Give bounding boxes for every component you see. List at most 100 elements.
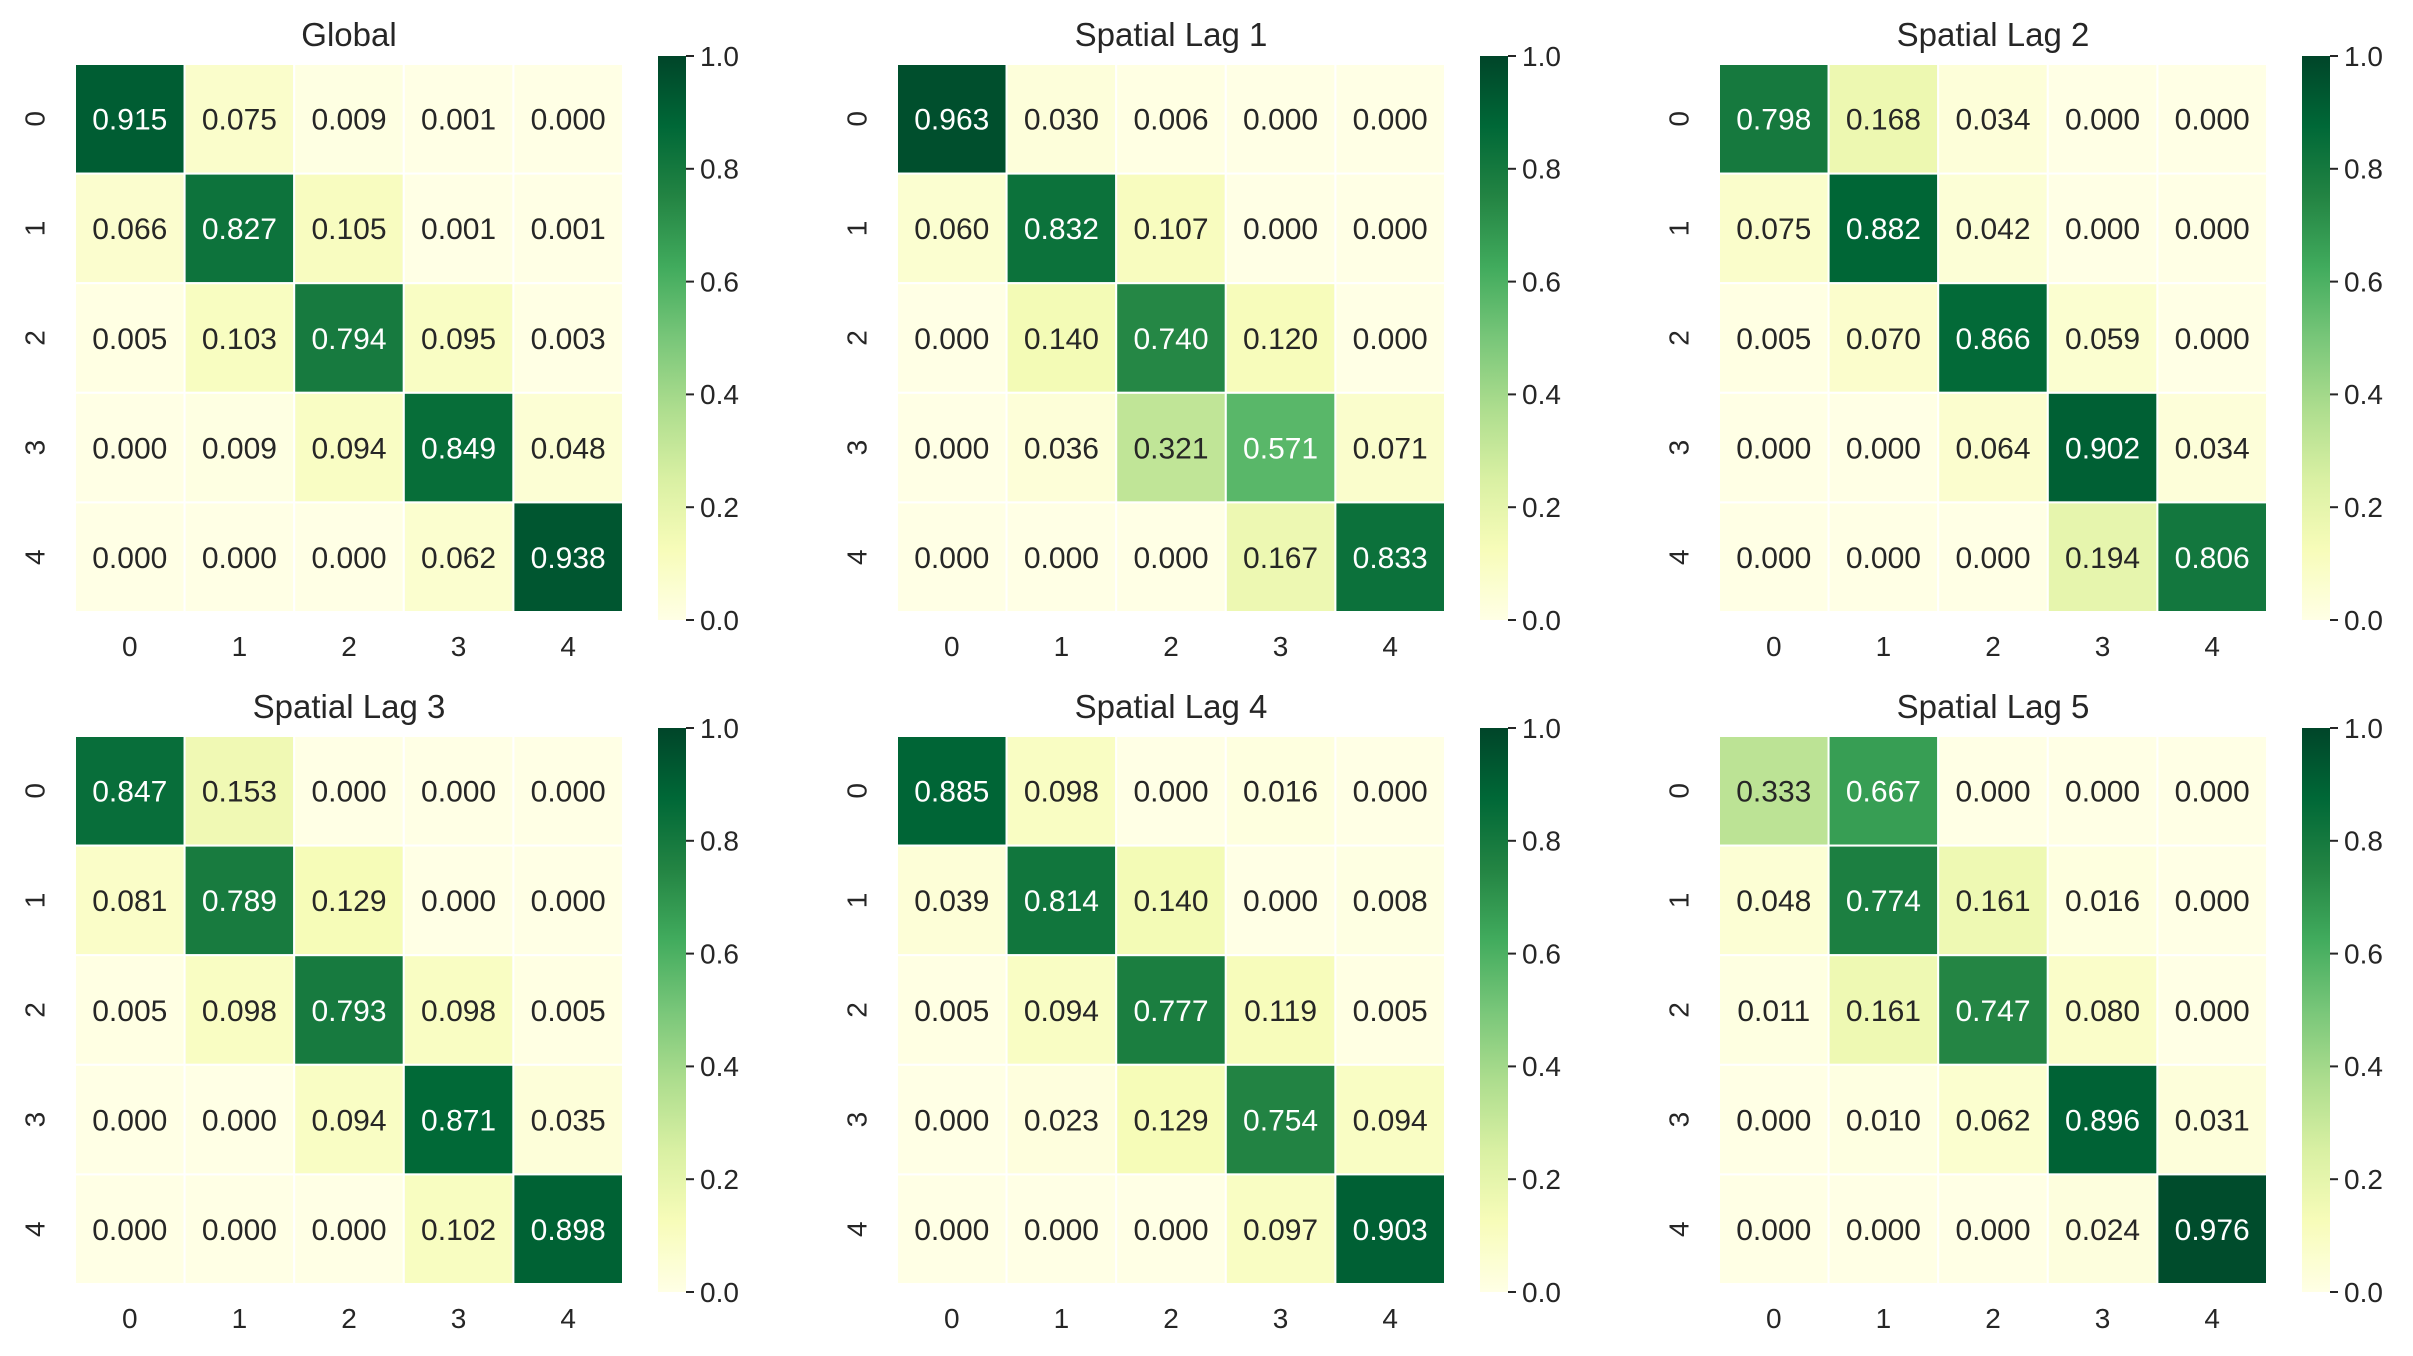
heatmap-cell bbox=[1937, 391, 2049, 504]
heatmap-cell bbox=[1115, 1173, 1227, 1286]
cell-value-label: 0.963 bbox=[914, 104, 989, 137]
cell-value-label: 0.847 bbox=[92, 776, 167, 809]
heatmap-cell bbox=[1334, 844, 1447, 957]
cell-value-label: 0.064 bbox=[1955, 432, 2030, 465]
cell-value-label: 0.075 bbox=[202, 104, 277, 137]
cell-value-label: 0.740 bbox=[1133, 323, 1208, 356]
heatmap-cell bbox=[402, 735, 515, 847]
heatmap-cell bbox=[74, 172, 186, 285]
heatmap-cell bbox=[1334, 172, 1447, 285]
cell-value-label: 0.806 bbox=[2175, 542, 2250, 575]
cell-value-label: 0.009 bbox=[311, 104, 386, 137]
heatmap-cell bbox=[2046, 282, 2159, 394]
heatmap-cell bbox=[1937, 735, 2049, 847]
cell-value-label: 0.000 bbox=[1243, 885, 1318, 918]
heatmap-cell bbox=[512, 844, 625, 957]
colorbar bbox=[2302, 728, 2330, 1292]
colorbar-tick-label: 1.0 bbox=[2344, 713, 2383, 744]
cell-value-label: 0.754 bbox=[1243, 1104, 1318, 1137]
heatmap-cell bbox=[1115, 735, 1227, 847]
cell-value-label: 0.000 bbox=[311, 542, 386, 575]
y-tick-label: 3 bbox=[841, 1112, 872, 1128]
heatmap-cell bbox=[1115, 282, 1227, 394]
panel-title: Spatial Lag 1 bbox=[1075, 16, 1268, 53]
y-tick-label: 1 bbox=[1663, 221, 1694, 237]
x-tick-label: 0 bbox=[122, 631, 138, 662]
y-tick-label: 4 bbox=[841, 549, 872, 565]
colorbar-tick-label: 0.0 bbox=[1522, 1277, 1561, 1308]
x-tick-label: 1 bbox=[1876, 631, 1892, 662]
cell-value-label: 0.048 bbox=[1736, 885, 1811, 918]
heatmap-cell bbox=[1224, 1173, 1337, 1286]
cell-value-label: 0.000 bbox=[421, 776, 496, 809]
y-tick-label: 1 bbox=[1663, 893, 1694, 909]
y-tick-label: 4 bbox=[1663, 1221, 1694, 1237]
heatmap-cell bbox=[1334, 954, 1447, 1066]
cell-value-label: 0.140 bbox=[1024, 323, 1099, 356]
cell-value-label: 0.094 bbox=[311, 1104, 386, 1137]
colorbar bbox=[658, 56, 686, 620]
colorbar-tick-label: 0.6 bbox=[700, 266, 739, 297]
cell-value-label: 0.000 bbox=[1243, 104, 1318, 137]
heatmap-cell bbox=[183, 735, 296, 847]
cell-value-label: 0.774 bbox=[1846, 885, 1921, 918]
cell-value-label: 0.161 bbox=[1955, 885, 2030, 918]
colorbar-tick-label: 0.8 bbox=[1522, 154, 1561, 185]
heatmap-cell bbox=[896, 501, 1008, 613]
x-tick-label: 1 bbox=[1876, 1303, 1892, 1334]
y-tick-label: 3 bbox=[19, 440, 50, 456]
x-tick-label: 3 bbox=[1273, 631, 1289, 662]
heatmap-cell bbox=[1827, 501, 1940, 613]
cell-value-label: 0.000 bbox=[914, 542, 989, 575]
heatmap-panel-5: Spatial Lag 40.885 0.098 0.000 0.016 0.0000.… bbox=[841, 688, 1561, 1334]
cell-value-label: 0.005 bbox=[1353, 995, 1428, 1028]
cell-value-label: 0.008 bbox=[1353, 885, 1428, 918]
heatmap-cell bbox=[1334, 282, 1447, 394]
x-tick-label: 1 bbox=[232, 631, 248, 662]
heatmap-cell bbox=[1937, 501, 2049, 613]
colorbar-tick-label: 0.0 bbox=[2344, 1277, 2383, 1308]
colorbar-tick-label: 0.2 bbox=[700, 492, 739, 523]
heatmap-cell bbox=[402, 391, 515, 504]
colorbar-tick-label: 0.2 bbox=[1522, 1164, 1561, 1195]
colorbar-tick-label: 0.8 bbox=[700, 826, 739, 857]
y-tick-label: 4 bbox=[19, 549, 50, 565]
heatmap-cell bbox=[74, 735, 186, 847]
colorbar-tick-label: 0.6 bbox=[1522, 938, 1561, 969]
cell-value-label: 0.039 bbox=[914, 885, 989, 918]
heatmap-panel-2: Spatial Lag 10.963 0.030 0.006 0.000 0.0000.… bbox=[841, 16, 1561, 662]
x-tick-label: 4 bbox=[560, 1303, 576, 1334]
x-tick-label: 2 bbox=[1163, 631, 1179, 662]
cell-value-label: 0.005 bbox=[92, 995, 167, 1028]
y-tick-label: 4 bbox=[1663, 549, 1694, 565]
cell-value-label: 0.075 bbox=[1736, 213, 1811, 246]
cell-value-label: 0.000 bbox=[311, 1214, 386, 1247]
heatmap-cell bbox=[1937, 172, 2049, 285]
colorbar-tick-label: 0.8 bbox=[2344, 826, 2383, 857]
cell-value-label: 0.098 bbox=[202, 995, 277, 1028]
y-tick-label: 3 bbox=[19, 1112, 50, 1128]
heatmap-cell bbox=[1827, 172, 1940, 285]
cell-value-label: 0.814 bbox=[1024, 885, 1099, 918]
colorbar-tick-label: 0.6 bbox=[2344, 938, 2383, 969]
y-tick-label: 3 bbox=[1663, 1112, 1694, 1128]
cell-value-label: 0.119 bbox=[1244, 995, 1317, 1028]
y-tick-label: 3 bbox=[841, 440, 872, 456]
cell-value-label: 0.000 bbox=[1353, 104, 1428, 137]
cell-value-label: 0.107 bbox=[1133, 213, 1208, 246]
cell-value-label: 0.005 bbox=[1736, 323, 1811, 356]
heatmap-cell bbox=[1005, 391, 1118, 504]
cell-value-label: 0.777 bbox=[1133, 995, 1208, 1028]
heatmap-cell bbox=[512, 172, 625, 285]
x-tick-label: 3 bbox=[451, 1303, 467, 1334]
cell-value-label: 0.571 bbox=[1243, 432, 1318, 465]
colorbar-tick-label: 0.2 bbox=[2344, 492, 2383, 523]
colorbar-tick-label: 0.6 bbox=[1522, 266, 1561, 297]
cell-value-label: 0.000 bbox=[531, 885, 606, 918]
y-tick-label: 0 bbox=[19, 111, 50, 127]
y-tick-label: 0 bbox=[19, 783, 50, 799]
heatmap-cell bbox=[74, 391, 186, 504]
cell-value-label: 0.000 bbox=[1736, 1214, 1811, 1247]
cell-value-label: 0.140 bbox=[1133, 885, 1208, 918]
